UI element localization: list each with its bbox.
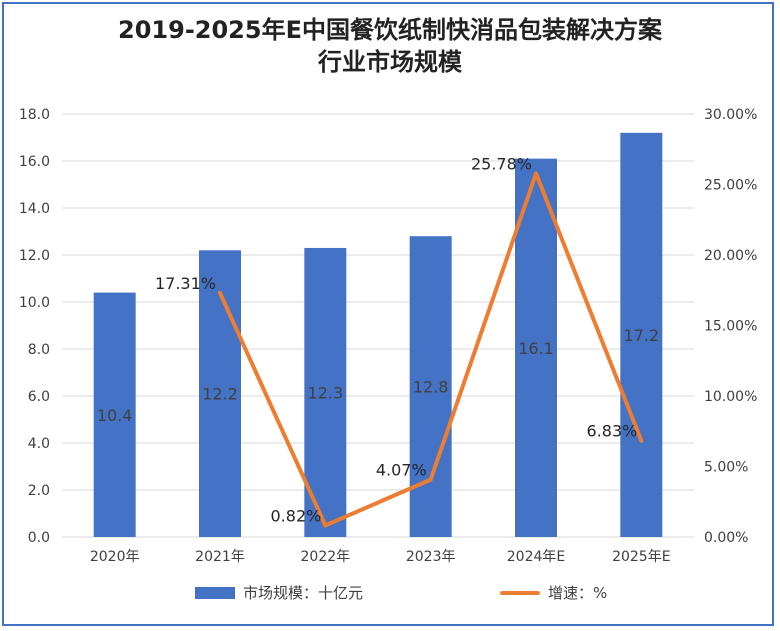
bar-value-label: 12.2 [202, 385, 238, 404]
bar [93, 292, 136, 537]
y-tick-label: 8.0 [28, 342, 50, 358]
y-tick-label: 4.0 [28, 436, 50, 452]
x-tick-label: 2023年 [406, 549, 456, 565]
y2-tick-label: 10.00% [704, 389, 757, 405]
x-tick-label: 2022年 [301, 549, 351, 565]
bar [199, 250, 241, 538]
legend-item-line: 增速：% [500, 582, 607, 603]
line-point [428, 477, 433, 482]
bar-value-label: 16.1 [518, 339, 554, 358]
chart-title-line1: 2019-2025年E中国餐饮纸制快消品包装解决方案 [118, 16, 662, 44]
line-point [639, 438, 644, 443]
bar [620, 132, 663, 538]
line-value-label: 6.83% [587, 422, 638, 441]
right-axis-ticks: 0.00% 5.00% 10.00% 15.00% 20.00% 25.00% 30.00% [704, 107, 757, 546]
line-point [534, 171, 538, 176]
line-point [323, 523, 328, 528]
y-tick-label: 6.0 [28, 389, 50, 405]
bar-value-label: 17.2 [624, 326, 660, 345]
line-series [218, 171, 644, 528]
left-axis-ticks: 0.0 2.0 4.0 6.0 8.0 10.0 12.0 14.0 16.0 18.0 [19, 107, 50, 546]
data-labels: 10.4 12.2 12.3 12.8 16.1 17.2 17.31% 0.82% 4.07%… [97, 155, 659, 526]
y-tick-label: 0.0 [28, 530, 50, 546]
y-tick-label: 12.0 [19, 248, 50, 264]
line-value-label: 4.07% [376, 461, 427, 480]
y-tick-label: 2.0 [28, 483, 50, 499]
legend-swatch-line [500, 590, 540, 595]
y2-tick-label: 20.00% [704, 248, 757, 264]
x-tick-label: 2025年E [612, 549, 670, 565]
bar-value-label: 12.3 [308, 383, 344, 402]
line-value-label: 25.78% [471, 155, 532, 174]
chart-title-line2: 行业市场规模 [318, 48, 462, 76]
x-tick-label: 2020年 [90, 549, 140, 565]
x-tick-label: 2021年 [195, 549, 245, 565]
legend-label-bar: 市场规模：十亿元 [243, 584, 364, 602]
bar [304, 247, 347, 537]
x-axis-ticks: 2020年 2021年 2022年 2023年 2024年E 2025年E [90, 549, 671, 565]
line-value-label: 0.82% [271, 506, 322, 525]
y2-tick-label: 0.00% [704, 530, 748, 546]
legend-item-bar: 市场规模：十亿元 [195, 582, 363, 603]
line-value-label: 17.31% [155, 274, 216, 293]
x-tick-label: 2024年E [507, 549, 565, 565]
y-tick-label: 10.0 [19, 295, 50, 311]
chart-title: 2019-2025年E中国餐饮纸制快消品包装解决方案 行业市场规模 [0, 14, 780, 78]
bar-value-label: 10.4 [97, 406, 133, 425]
gridlines [62, 113, 694, 538]
y2-tick-label: 15.00% [704, 319, 757, 335]
y-tick-label: 14.0 [19, 201, 50, 217]
y2-tick-label: 30.00% [704, 107, 757, 123]
legend: 市场规模：十亿元 增速：% [0, 582, 780, 606]
bar [515, 158, 557, 537]
legend-label-line: 增速：% [548, 584, 608, 602]
line-point [218, 290, 222, 295]
bar-value-label: 12.8 [413, 378, 449, 397]
y2-tick-label: 5.00% [704, 460, 748, 476]
legend-swatch-bar [195, 586, 235, 599]
y-tick-label: 16.0 [19, 154, 50, 170]
y-tick-label: 18.0 [19, 107, 50, 123]
y2-tick-label: 25.00% [704, 178, 757, 194]
